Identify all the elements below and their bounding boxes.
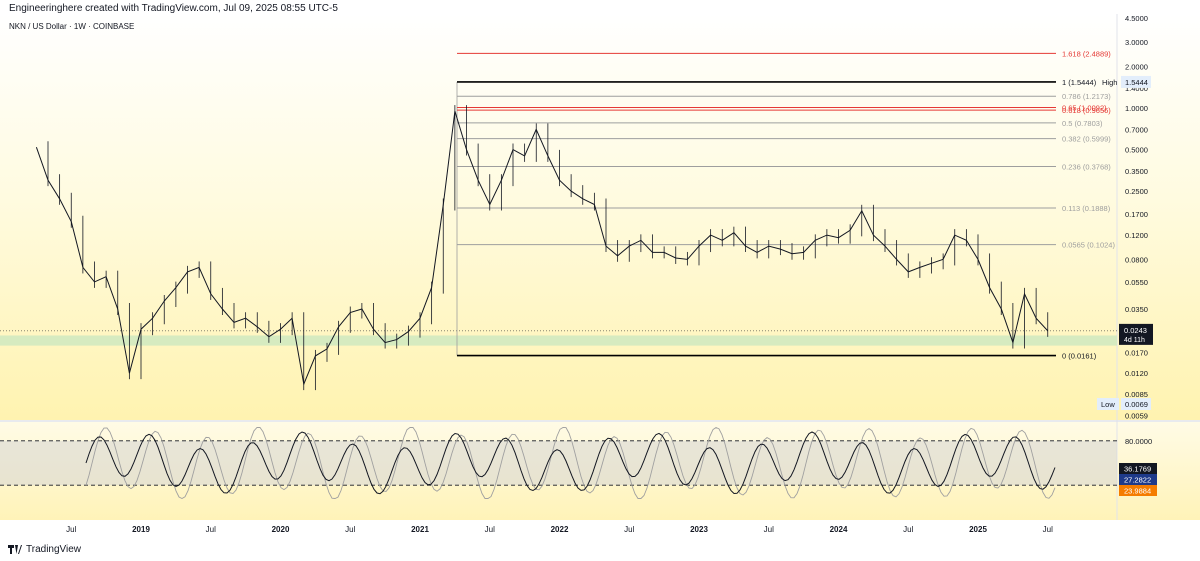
tradingview-logo-icon — [8, 545, 22, 554]
fib-level-label: 0.236 (0.3768) — [1062, 163, 1111, 172]
stoch-k-badge: 36.1769 — [1119, 463, 1157, 474]
support-zone — [0, 335, 1117, 346]
time-axis-tick: Jul — [206, 525, 216, 534]
price-axis-tick: 1.4000 — [1125, 84, 1148, 93]
price-axis-tick: 0.0800 — [1125, 255, 1148, 264]
high-value-badge: 1.5444 — [1121, 75, 1151, 88]
low-label-bg — [1097, 398, 1119, 410]
stoch-d-line — [85, 426, 1056, 500]
time-axis-tick: Jul — [345, 525, 355, 534]
fib-level-label: 0.5 (0.7803) — [1062, 119, 1103, 128]
tradingview-brand: TradingView — [8, 544, 81, 555]
stoch-d2-badge-bg — [1119, 485, 1157, 496]
price-axis-tick: 1.0000 — [1125, 104, 1148, 113]
price-line — [35, 110, 1049, 386]
brand-label: TradingView — [26, 544, 82, 555]
price-pane-bg — [0, 14, 1200, 420]
time-axis-tick: Jul — [1043, 525, 1053, 534]
stoch-d1-badge-text: 27.2822 — [1124, 476, 1151, 485]
footer: TradingView — [0, 541, 1200, 561]
time-axis-tick: 2020 — [272, 525, 290, 534]
time-axis-tick: Jul — [624, 525, 634, 534]
price-axis: 4.5000 3.0000 2.0000 1.4000 1.0000 0.7000 0.50… — [1097, 14, 1153, 421]
price-axis-tick: 0.3500 — [1125, 167, 1148, 176]
price-axis-tick: 4.5000 — [1125, 14, 1148, 23]
price-axis-tick: 0.0350 — [1125, 305, 1148, 314]
stoch-upper-label: 80.0000 — [1125, 437, 1152, 446]
time-axis-tick: 2019 — [132, 525, 150, 534]
fib-level-label: 1.618 (2.4889) — [1062, 49, 1111, 58]
price-axis-tick: 0.7000 — [1125, 125, 1148, 134]
time-axis: Jul 2019 Jul 2020 Jul 2021 Jul 2022 Jul 2023 Jul 20… — [66, 525, 1053, 534]
last-price-badge: 0.0243 4d 11h — [1119, 323, 1153, 345]
countdown-value: 4d 11h — [1124, 337, 1145, 344]
price-axis-tick: 0.1200 — [1125, 231, 1148, 240]
time-axis-tick: 2024 — [830, 525, 848, 534]
fib-level-label: 0.786 (1.2173) — [1062, 92, 1111, 101]
price-axis-tick: 0.5000 — [1125, 146, 1148, 155]
fib-level-label: 0.0565 (0.1024) — [1062, 241, 1115, 250]
stoch-d1-badge: 27.2822 — [1119, 474, 1157, 485]
price-axis-tick: 0.0550 — [1125, 278, 1148, 287]
fib-level-label: 0 (0.0161) — [1062, 352, 1097, 361]
time-axis-tick: Jul — [66, 525, 76, 534]
price-axis-tick: 0.2500 — [1125, 187, 1148, 196]
support-zone-layer — [0, 330, 1117, 346]
low-label: Low — [1101, 400, 1115, 409]
last-price-bg — [1119, 323, 1153, 345]
stoch-d2-badge-text: 23.9884 — [1124, 487, 1151, 496]
time-axis-tick: 2023 — [690, 525, 708, 534]
price-axis-tick: 3.0000 — [1125, 38, 1148, 47]
stoch-d2-badge: 23.9884 — [1119, 485, 1157, 496]
time-axis-tick: 2022 — [551, 525, 569, 534]
price-series — [35, 105, 1049, 391]
header-text: Engineeringhere created with TradingView… — [9, 3, 338, 14]
price-axis-tick: 0.0120 — [1125, 369, 1148, 378]
chart-title: NKN / US Dollar · 1W · COINBASE — [9, 22, 134, 31]
chart-svg[interactable]: NKN / US Dollar · 1W · COINBASE 1.618 (2… — [0, 0, 1200, 541]
low-value: 0.0069 — [1125, 400, 1148, 409]
stoch-rsi-pane: 80.0000 36.1769 27.2822 23.9884 — [0, 426, 1157, 500]
price-axis-tick: 2.0000 — [1125, 62, 1148, 71]
chart-header: Engineeringhere created with TradingView… — [0, 0, 1200, 16]
time-axis-tick: 2021 — [411, 525, 429, 534]
fib-levels: 1.618 (2.4889) 1 (1.5444) 0.786 (1.2173) 0.… — [456, 49, 1117, 361]
stoch-band — [0, 440, 1117, 486]
time-axis-tick: Jul — [903, 525, 913, 534]
stoch-k-badge-bg — [1119, 463, 1157, 474]
fib-level-label: 0.113 (0.1888) — [1062, 204, 1111, 213]
time-axis-tick: Jul — [485, 525, 495, 534]
price-axis-tick: 0.0059 — [1125, 412, 1148, 421]
fib-level-label: 0.382 (0.5999) — [1062, 135, 1111, 144]
low-badge: Low 0.0069 — [1097, 398, 1151, 410]
fib-level-label: 0.618 (0.9656) — [1062, 106, 1111, 115]
price-axis-tick: 0.1700 — [1125, 210, 1148, 219]
price-axis-tick: 0.0085 — [1125, 390, 1148, 399]
high-label: High — [1102, 78, 1117, 87]
price-axis-tick: 0.0170 — [1125, 348, 1148, 357]
high-value-bg — [1121, 75, 1151, 88]
last-price-value: 0.0243 — [1124, 326, 1147, 335]
high-value-text: 1.5444 — [1125, 78, 1148, 87]
stoch-k-line — [85, 431, 1056, 495]
stoch-k-badge-text: 36.1769 — [1124, 465, 1151, 474]
stoch-d1-badge-bg — [1119, 474, 1157, 485]
low-value-bg — [1121, 398, 1151, 410]
fib-level-label: 1 (1.5444) — [1062, 78, 1097, 87]
fib-level-label: 0.65 (1.0092) — [1062, 103, 1107, 112]
time-axis-tick: Jul — [764, 525, 774, 534]
time-axis-tick: 2025 — [969, 525, 987, 534]
